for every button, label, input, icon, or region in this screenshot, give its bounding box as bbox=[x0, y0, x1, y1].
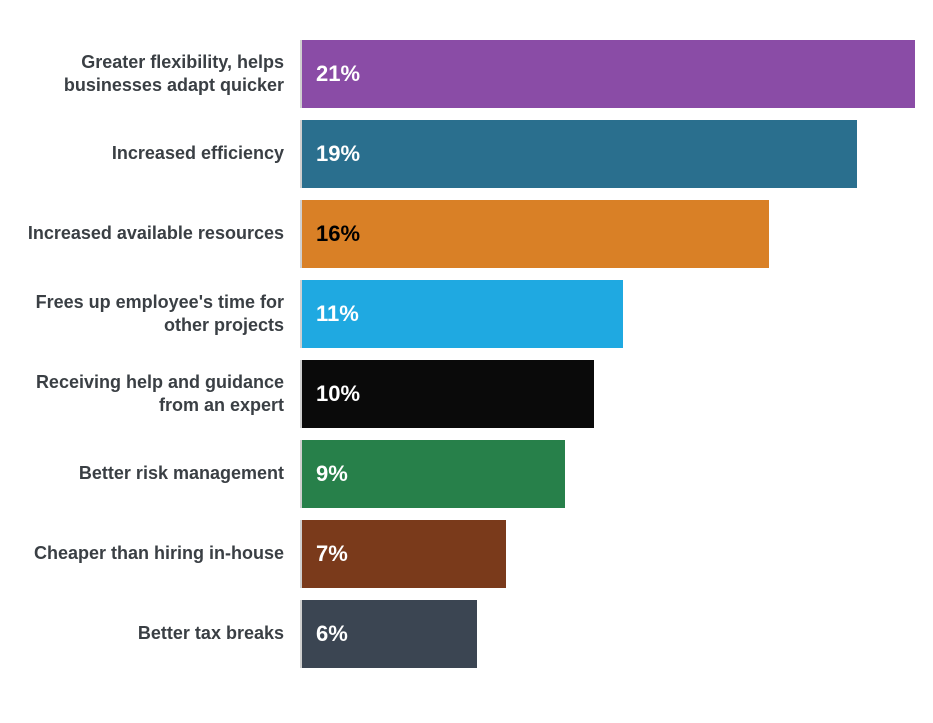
bar-area: 9% bbox=[300, 440, 913, 508]
horizontal-bar-chart: Greater flexibility, helps businesses ad… bbox=[20, 40, 913, 668]
bar: 9% bbox=[302, 440, 565, 508]
bar-value: 19% bbox=[316, 141, 360, 167]
bar: 11% bbox=[302, 280, 623, 348]
bar-value: 16% bbox=[316, 221, 360, 247]
bar: 6% bbox=[302, 600, 477, 668]
bar: 21% bbox=[302, 40, 915, 108]
bar-row: Better risk management 9% bbox=[20, 440, 913, 508]
bar-label: Greater flexibility, helps businesses ad… bbox=[20, 51, 300, 98]
bar-area: 11% bbox=[300, 280, 913, 348]
bar-label: Increased available resources bbox=[20, 222, 300, 245]
bar-value: 21% bbox=[316, 61, 360, 87]
bar-row: Frees up employee's time for other proje… bbox=[20, 280, 913, 348]
bar-label: Receiving help and guidance from an expe… bbox=[20, 371, 300, 418]
bar-row: Better tax breaks 6% bbox=[20, 600, 913, 668]
bar-value: 9% bbox=[316, 461, 348, 487]
bar-area: 19% bbox=[300, 120, 913, 188]
bar-area: 10% bbox=[300, 360, 913, 428]
bar-value: 10% bbox=[316, 381, 360, 407]
bar-row: Increased available resources 16% bbox=[20, 200, 913, 268]
bar-label: Better risk management bbox=[20, 462, 300, 485]
bar: 10% bbox=[302, 360, 594, 428]
bar-area: 7% bbox=[300, 520, 913, 588]
bar-label: Cheaper than hiring in-house bbox=[20, 542, 300, 565]
bar-area: 16% bbox=[300, 200, 913, 268]
bar-label: Better tax breaks bbox=[20, 622, 300, 645]
bar-value: 11% bbox=[316, 301, 359, 327]
bar-label: Increased efficiency bbox=[20, 142, 300, 165]
bar-row: Greater flexibility, helps businesses ad… bbox=[20, 40, 913, 108]
bar-row: Receiving help and guidance from an expe… bbox=[20, 360, 913, 428]
bar-area: 21% bbox=[300, 40, 915, 108]
bar: 16% bbox=[302, 200, 769, 268]
bar: 7% bbox=[302, 520, 506, 588]
bar-area: 6% bbox=[300, 600, 913, 668]
bar-row: Increased efficiency 19% bbox=[20, 120, 913, 188]
bar: 19% bbox=[302, 120, 857, 188]
bar-value: 6% bbox=[316, 621, 348, 647]
bar-row: Cheaper than hiring in-house 7% bbox=[20, 520, 913, 588]
bar-value: 7% bbox=[316, 541, 348, 567]
bar-label: Frees up employee's time for other proje… bbox=[20, 291, 300, 338]
